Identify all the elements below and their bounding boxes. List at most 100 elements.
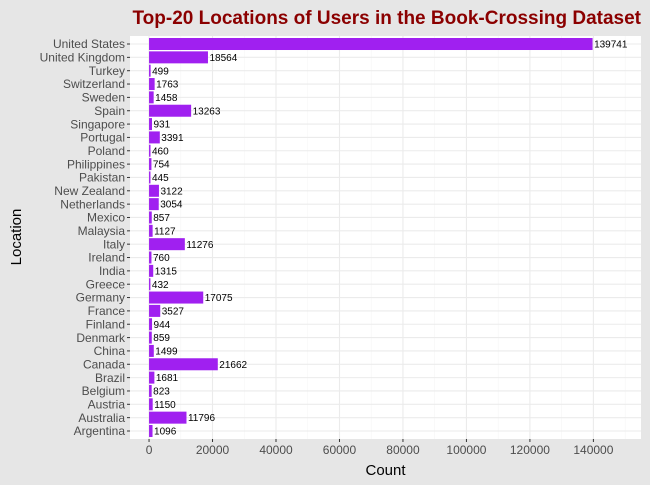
- bar-switzerland: [149, 78, 155, 91]
- bar-austria: [149, 398, 153, 411]
- data-label: 823: [153, 387, 170, 398]
- data-label: 139741: [594, 40, 628, 51]
- bar-singapore: [149, 118, 152, 131]
- y-tick-label: India: [99, 264, 125, 278]
- y-tick-label: Finland: [86, 317, 125, 331]
- y-tick-label: Germany: [76, 291, 125, 305]
- data-label: 432: [152, 280, 169, 291]
- bar-canada: [149, 358, 218, 371]
- y-tick-label: Poland: [88, 144, 125, 158]
- bar-spain: [149, 104, 192, 117]
- y-tick-label: Australia: [78, 411, 125, 425]
- data-label: 1096: [154, 427, 177, 438]
- data-label: 1150: [154, 400, 176, 411]
- y-tick-label: New Zealand: [54, 184, 125, 198]
- data-label: 21662: [219, 360, 247, 371]
- y-tick-label: Italy: [103, 237, 125, 251]
- y-axis-ticks: ArgentinaAustraliaAustriaBelgiumBrazilCa…: [40, 37, 130, 438]
- bar-sweden: [149, 91, 154, 104]
- data-label: 857: [153, 213, 170, 224]
- data-label: 460: [152, 146, 169, 157]
- bar-turkey: [149, 64, 151, 77]
- data-label: 931: [153, 120, 170, 131]
- data-label: 17075: [205, 293, 233, 304]
- y-tick-label: United States: [53, 37, 125, 51]
- data-label: 11796: [188, 413, 216, 424]
- y-tick-label: Turkey: [89, 64, 125, 78]
- data-label: 3391: [161, 133, 184, 144]
- data-label: 13263: [193, 106, 221, 117]
- bar-united-kingdom: [149, 51, 208, 64]
- y-tick-label: Philippines: [67, 157, 125, 171]
- data-label: 859: [153, 333, 170, 344]
- bar-philippines: [149, 158, 152, 171]
- bar-france: [149, 304, 161, 317]
- data-label: 1315: [155, 266, 178, 277]
- data-label: 499: [152, 66, 169, 77]
- data-label: 18564: [209, 53, 237, 64]
- bar-germany: [149, 291, 204, 304]
- x-tick-label: 120000: [510, 443, 550, 457]
- y-tick-label: Spain: [94, 104, 125, 118]
- bar-brazil: [149, 371, 155, 384]
- y-tick-label: China: [94, 344, 126, 358]
- y-tick-label: Switzerland: [63, 77, 125, 91]
- bar-india: [149, 264, 154, 277]
- data-label: 3122: [160, 186, 183, 197]
- bar-netherlands: [149, 198, 159, 211]
- y-tick-label: Greece: [86, 277, 126, 291]
- bar-malaysia: [149, 224, 153, 237]
- data-label: 445: [152, 173, 169, 184]
- x-tick-label: 20000: [196, 443, 230, 457]
- y-tick-label: United Kingdom: [40, 51, 125, 65]
- bar-denmark: [149, 331, 152, 344]
- data-label: 1458: [155, 93, 178, 104]
- x-tick-label: 80000: [386, 443, 420, 457]
- y-tick-label: France: [88, 304, 126, 318]
- bar-portugal: [149, 131, 160, 144]
- data-label: 3527: [162, 306, 185, 317]
- x-tick-label: 0: [146, 443, 153, 457]
- y-tick-label: Austria: [88, 398, 126, 412]
- bar-poland: [149, 144, 151, 157]
- bar-pakistan: [149, 171, 151, 184]
- bar-mexico: [149, 211, 152, 224]
- y-tick-label: Sweden: [82, 91, 125, 105]
- data-labels: 1096 11796 1150 823 1681 21662 1499 859 944 3527 1…: [152, 40, 628, 438]
- data-label: 3054: [160, 200, 183, 211]
- y-tick-label: Belgium: [82, 384, 125, 398]
- y-tick-label: Portugal: [80, 131, 125, 145]
- x-axis-ticks: 0 20000 40000 60000 80000 100000 120000 140000: [146, 439, 614, 457]
- y-tick-label: Netherlands: [60, 197, 125, 211]
- bar-italy: [149, 238, 185, 251]
- plot-panel: [130, 36, 641, 439]
- bar-australia: [149, 411, 187, 424]
- x-axis-title: Count: [365, 462, 406, 479]
- y-axis-title: Location: [8, 209, 25, 266]
- data-label: 1499: [155, 347, 178, 358]
- y-tick-label: Brazil: [95, 371, 125, 385]
- bar-argentina: [149, 424, 153, 437]
- y-tick-label: Singapore: [70, 117, 125, 131]
- data-label: 1763: [156, 80, 179, 91]
- data-label: 760: [153, 253, 170, 264]
- bar-greece: [149, 278, 151, 291]
- bar-finland: [149, 318, 153, 331]
- y-tick-label: Argentina: [74, 424, 126, 438]
- bar-ireland: [149, 251, 152, 264]
- x-tick-label: 100000: [446, 443, 486, 457]
- bar-new-zealand: [149, 184, 159, 197]
- y-tick-label: Denmark: [76, 331, 126, 345]
- y-tick-label: Mexico: [87, 211, 125, 225]
- bar-united-states: [149, 38, 593, 51]
- x-tick-label: 40000: [259, 443, 293, 457]
- data-label: 11276: [186, 240, 214, 251]
- y-tick-label: Pakistan: [79, 171, 125, 185]
- bars: [149, 38, 593, 437]
- bar-belgium: [149, 384, 152, 397]
- bar-china: [149, 344, 154, 357]
- data-label: 1127: [154, 226, 176, 237]
- chart-title: Top-20 Locations of Users in the Book-Cr…: [132, 8, 641, 29]
